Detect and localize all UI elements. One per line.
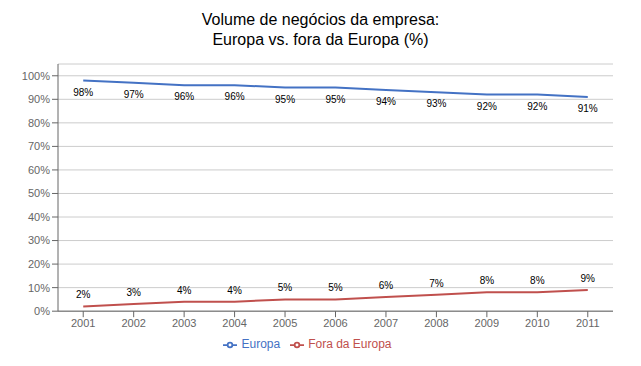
svg-text:20%: 20%: [28, 258, 50, 270]
svg-text:2005: 2005: [273, 317, 297, 329]
html-text:Fora da Europa: Fora da Europa: [308, 337, 392, 352]
svg-text:70%: 70%: [28, 140, 50, 152]
svg-text:4%: 4%: [177, 285, 192, 296]
svg-text:2006: 2006: [323, 317, 347, 329]
svg-text:10%: 10%: [28, 282, 50, 294]
svg-text:95%: 95%: [325, 94, 345, 105]
svg-text:2011: 2011: [576, 317, 600, 329]
svg-text:92%: 92%: [477, 101, 497, 112]
svg-text:2008: 2008: [424, 317, 448, 329]
svg-text:91%: 91%: [578, 103, 598, 114]
svg-text:2002: 2002: [121, 317, 145, 329]
svg-text:98%: 98%: [73, 87, 93, 98]
svg-text:8%: 8%: [530, 275, 545, 286]
svg-text:0%: 0%: [34, 305, 50, 317]
svg-text:80%: 80%: [28, 117, 50, 129]
svg-text:50%: 50%: [28, 187, 50, 199]
svg-text:2007: 2007: [374, 317, 398, 329]
svg-text:4%: 4%: [227, 285, 242, 296]
svg-text:5%: 5%: [278, 282, 293, 293]
svg-text:30%: 30%: [28, 234, 50, 246]
svg-text:8%: 8%: [480, 275, 495, 286]
svg-text:40%: 40%: [28, 211, 50, 223]
svg-text:60%: 60%: [28, 164, 50, 176]
html-text:Volume de negócios da empresa:: Volume de negócios da empresa: Europa vs…: [201, 11, 440, 48]
svg-text:6%: 6%: [379, 280, 394, 291]
svg-text:94%: 94%: [376, 96, 396, 107]
svg-text:95%: 95%: [275, 94, 295, 105]
svg-text:2001: 2001: [71, 317, 95, 329]
html-text:Europa: Europa: [241, 337, 281, 352]
svg-text:90%: 90%: [28, 93, 50, 105]
svg-text:96%: 96%: [225, 91, 245, 102]
svg-text:96%: 96%: [174, 91, 194, 102]
svg-text:3%: 3%: [126, 287, 141, 298]
svg-text:2003: 2003: [172, 317, 196, 329]
svg-text:2010: 2010: [525, 317, 549, 329]
svg-text:7%: 7%: [429, 278, 444, 289]
svg-text:97%: 97%: [124, 89, 144, 100]
svg-text:5%: 5%: [328, 282, 343, 293]
svg-text:2009: 2009: [475, 317, 499, 329]
svg-text:93%: 93%: [426, 98, 446, 109]
svg-text:100%: 100%: [22, 70, 50, 82]
svg-text:9%: 9%: [581, 273, 596, 284]
svg-text:2%: 2%: [76, 289, 91, 300]
svg-text:2004: 2004: [222, 317, 246, 329]
svg-text:92%: 92%: [527, 101, 547, 112]
